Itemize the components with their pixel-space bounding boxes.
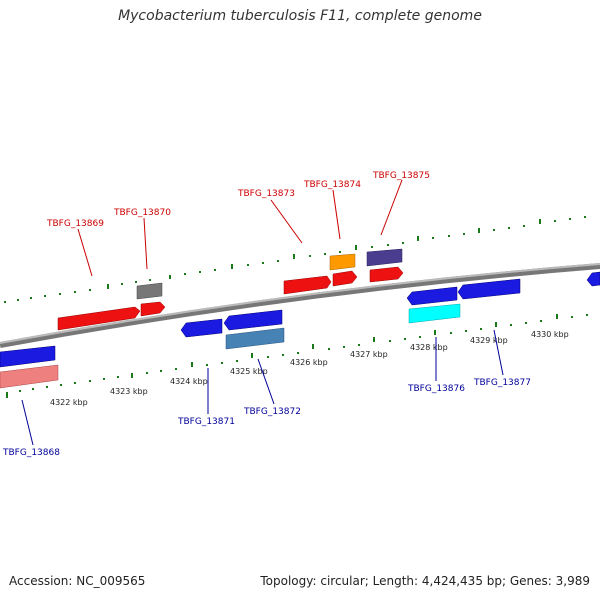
label-connectors <box>21 179 504 446</box>
gene-arrow-tbfg-13875[interactable] <box>369 266 404 283</box>
lower-tick-track <box>6 314 588 398</box>
genome-info-text: Topology: circular; Length: 4,424,435 bp… <box>260 574 590 588</box>
upper-tick-track <box>4 216 586 303</box>
gene-label-tbfg-13875[interactable]: TBFG_13875 <box>372 171 430 181</box>
gene-label-tbfg-13871[interactable]: TBFG_13871 <box>177 417 235 427</box>
genome-backbone <box>0 263 600 348</box>
tick-label: 4330 kbp <box>531 330 569 339</box>
map-title: Mycobacterium tuberculosis F11, complete… <box>118 8 482 24</box>
accession-text: Accession: NC_009565 <box>9 574 146 588</box>
gene-arrow-tbfg-13877[interactable] <box>457 278 521 300</box>
gene-label-tbfg-13872[interactable]: TBFG_13872 <box>243 407 301 417</box>
feature-box-cyan[interactable] <box>408 303 461 324</box>
tick-label: 4329 kbp <box>470 336 508 345</box>
gene-arrow-partial-right[interactable] <box>586 271 600 287</box>
gene-arrow-tbfg-13868[interactable] <box>0 345 56 368</box>
gene-label-tbfg-13873[interactable]: TBFG_13873 <box>237 189 295 199</box>
gene-arrow-tbfg-13869[interactable] <box>57 306 141 331</box>
tick-label: 4328 kbp <box>410 343 448 352</box>
gene-arrow-tbfg-13871[interactable] <box>180 318 223 338</box>
gene-arrow-tbfg-13870[interactable] <box>140 301 166 317</box>
reverse-features <box>0 271 600 389</box>
feature-box-steelblue[interactable] <box>225 327 285 350</box>
tick-label: 4326 kbp <box>290 358 328 367</box>
tick-label: 4323 kbp <box>110 387 148 396</box>
tick-label: 4324 kbp <box>170 377 208 386</box>
tick-label: 4322 kbp <box>50 398 88 407</box>
gene-arrow-tbfg-13874[interactable] <box>332 270 358 287</box>
feature-box-purple[interactable] <box>366 248 403 267</box>
feature-box-grey[interactable] <box>136 282 163 300</box>
gene-arrow-tbfg-13873[interactable] <box>283 275 332 295</box>
feature-box-salmon[interactable] <box>0 364 59 389</box>
gene-label-tbfg-13876[interactable]: TBFG_13876 <box>407 384 465 394</box>
gene-arrow-tbfg-13876[interactable] <box>406 286 458 306</box>
feature-box-orange[interactable] <box>329 253 356 271</box>
gene-arrow-tbfg-13872[interactable] <box>223 309 283 331</box>
gene-label-tbfg-13868[interactable]: TBFG_13868 <box>2 448 60 458</box>
tick-label: 4327 kbp <box>350 350 388 359</box>
tick-label: 4325 kbp <box>230 367 268 376</box>
gene-label-tbfg-13869[interactable]: TBFG_13869 <box>46 219 104 229</box>
gene-label-tbfg-13877[interactable]: TBFG_13877 <box>473 378 531 388</box>
genome-backbone-highlight <box>0 263 600 344</box>
gene-label-tbfg-13874[interactable]: TBFG_13874 <box>303 180 361 190</box>
forward-features <box>57 248 404 331</box>
gene-label-tbfg-13870[interactable]: TBFG_13870 <box>113 208 171 218</box>
